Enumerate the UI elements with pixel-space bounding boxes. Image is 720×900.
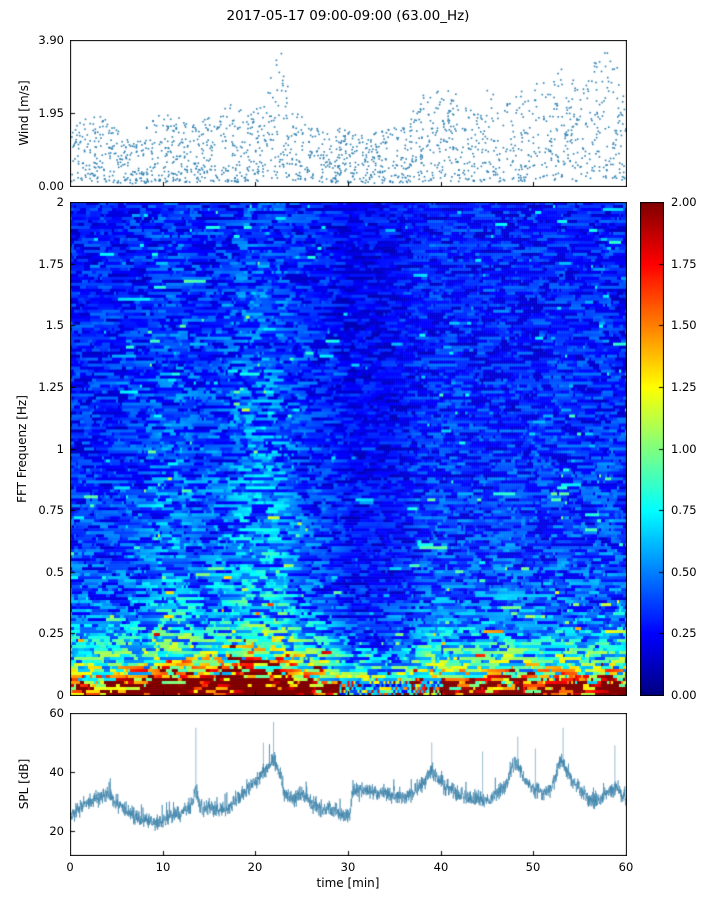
spectrogram-ytick-label: 0.25 — [38, 626, 64, 640]
x-tick-label: 0 — [66, 860, 74, 874]
spectrogram-ytick-label: 0 — [56, 688, 64, 702]
spectrogram-ytick-label: 1.75 — [38, 257, 64, 271]
wind-ytick-label: 0.00 — [38, 179, 64, 193]
colorbar-tick-label: 1.25 — [671, 380, 697, 394]
colorbar-tick-label: 1.50 — [671, 318, 697, 332]
wind-ytick-label: 1.95 — [38, 106, 64, 120]
x-tick-label: 20 — [247, 860, 263, 874]
x-tick-label: 50 — [525, 860, 541, 874]
spectrogram-plot — [70, 202, 627, 696]
figure-title: 2017-05-17 09:00-09:00 (63.00_Hz) — [226, 8, 470, 24]
colorbar-tick-label: 0.00 — [671, 688, 697, 702]
spl-ytick-label: 20 — [49, 824, 64, 838]
colorbar-tick-label: 1.75 — [671, 257, 697, 271]
colorbar-tick-label: 2.00 — [671, 195, 697, 209]
spectrogram-ytick-label: 1.25 — [38, 380, 64, 394]
colorbar-tick-label: 1.00 — [671, 442, 697, 456]
colorbar-tick-label: 0.25 — [671, 626, 697, 640]
x-axis-label: time [min] — [316, 876, 380, 890]
x-tick-label: 30 — [340, 860, 356, 874]
spectrogram-ytick-label: 1 — [56, 442, 64, 456]
x-tick-label: 60 — [618, 860, 634, 874]
wind-scatter-plot — [70, 40, 627, 187]
colorbar-tick-label: 0.75 — [671, 503, 697, 517]
spectrogram-ytick-label: 0.75 — [38, 503, 64, 517]
spl-ytick-label: 60 — [49, 706, 64, 720]
spl-line-plot — [70, 713, 627, 856]
spectrogram-ytick-label: 1.5 — [45, 318, 64, 332]
x-tick-label: 40 — [433, 860, 449, 874]
colorbar — [640, 202, 664, 696]
colorbar-tick-label: 0.50 — [671, 565, 697, 579]
spectrogram-ytick-label: 0.5 — [45, 565, 64, 579]
wind-ytick-label: 3.90 — [38, 33, 64, 47]
spectrogram-ytick-label: 2 — [56, 195, 64, 209]
spl-ytick-label: 40 — [49, 765, 64, 779]
x-tick-label: 10 — [155, 860, 171, 874]
